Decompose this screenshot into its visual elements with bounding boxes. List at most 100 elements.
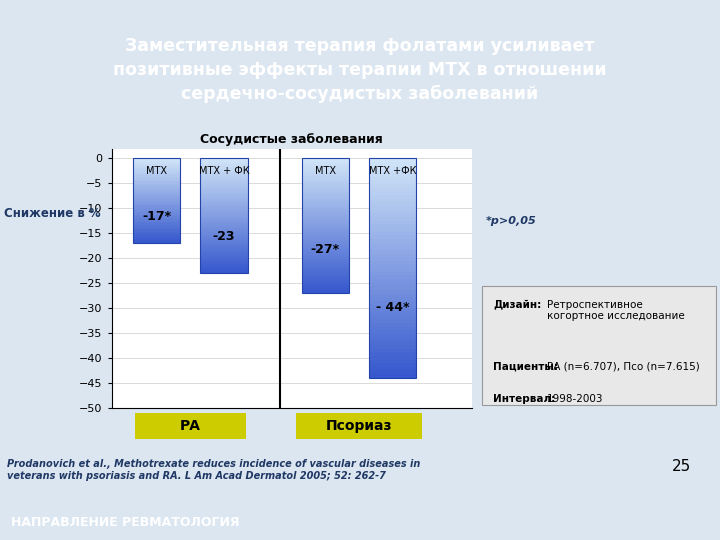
Bar: [369, 370, 416, 374]
Bar: [369, 188, 416, 191]
Bar: [369, 199, 416, 202]
Bar: [200, 197, 248, 199]
Bar: [200, 191, 248, 193]
Bar: [302, 244, 349, 246]
Bar: [302, 163, 349, 165]
Bar: [369, 348, 416, 352]
Bar: [302, 275, 349, 278]
Bar: [369, 330, 416, 334]
Text: - 44*: - 44*: [376, 301, 410, 314]
Bar: [133, 219, 180, 221]
Text: МТХ +ФК: МТХ +ФК: [369, 166, 417, 176]
Text: МТХ + ФК: МТХ + ФК: [199, 166, 249, 176]
Bar: [200, 235, 248, 237]
Text: Дизайн:: Дизайн:: [493, 300, 541, 310]
Bar: [200, 210, 248, 212]
Bar: [369, 206, 416, 210]
Text: -23: -23: [213, 230, 235, 243]
Bar: [133, 225, 180, 226]
Bar: [302, 282, 349, 284]
Bar: [302, 278, 349, 280]
Bar: [369, 308, 416, 312]
Bar: [302, 291, 349, 293]
Bar: [369, 272, 416, 275]
Bar: [369, 334, 416, 338]
Bar: [369, 261, 416, 265]
Bar: [133, 211, 180, 212]
Bar: [133, 232, 180, 233]
Bar: [369, 232, 416, 235]
Bar: [369, 305, 416, 308]
Bar: [200, 221, 248, 224]
Bar: [133, 242, 180, 243]
Bar: [302, 177, 349, 179]
Bar: [133, 164, 180, 166]
Bar: [302, 288, 349, 291]
Bar: [133, 235, 180, 236]
Bar: [369, 319, 416, 323]
Text: Ретроспективное
когортное исследование: Ретроспективное когортное исследование: [547, 300, 685, 321]
Bar: [200, 178, 248, 179]
Bar: [133, 217, 180, 218]
Bar: [302, 192, 349, 194]
Bar: [200, 212, 248, 214]
Bar: [200, 252, 248, 254]
Bar: [200, 206, 248, 208]
Bar: [369, 158, 416, 162]
Bar: [200, 195, 248, 197]
Bar: [302, 255, 349, 257]
Bar: [302, 237, 349, 239]
Bar: [133, 224, 180, 225]
Bar: [200, 231, 248, 233]
Bar: [369, 213, 416, 217]
Bar: [133, 236, 180, 238]
Bar: [133, 233, 180, 235]
Bar: [200, 183, 248, 185]
Bar: [369, 363, 416, 367]
Bar: [200, 163, 248, 164]
Bar: [369, 290, 416, 294]
Bar: [133, 206, 180, 208]
Bar: [302, 253, 349, 255]
Bar: [369, 352, 416, 356]
Bar: [369, 374, 416, 378]
Bar: [200, 262, 248, 264]
Bar: [200, 250, 248, 252]
Bar: [133, 199, 180, 201]
Bar: [133, 213, 180, 215]
Bar: [200, 239, 248, 241]
Bar: [133, 197, 180, 198]
Bar: [133, 187, 180, 188]
Bar: [302, 161, 349, 163]
Text: 25: 25: [672, 459, 691, 474]
Bar: [302, 241, 349, 244]
Bar: [133, 229, 180, 231]
Bar: [302, 199, 349, 201]
Bar: [133, 191, 180, 192]
Bar: [369, 360, 416, 363]
Text: Снижение в %: Снижение в %: [4, 207, 100, 220]
Bar: [369, 217, 416, 221]
Bar: [200, 187, 248, 189]
Bar: [200, 260, 248, 262]
Bar: [302, 248, 349, 251]
Bar: [200, 254, 248, 256]
Bar: [302, 257, 349, 259]
Bar: [369, 275, 416, 279]
Bar: [133, 228, 180, 229]
Bar: [200, 158, 248, 160]
Bar: [133, 166, 180, 167]
Text: Пациенты:: Пациенты:: [493, 362, 558, 372]
Bar: [200, 170, 248, 172]
Text: МТХ: МТХ: [315, 166, 336, 176]
Bar: [133, 198, 180, 199]
Bar: [302, 259, 349, 262]
Bar: [133, 185, 180, 187]
Bar: [302, 268, 349, 271]
Bar: [302, 194, 349, 197]
Bar: [302, 208, 349, 210]
Bar: [369, 250, 416, 253]
Bar: [133, 202, 180, 204]
Bar: [302, 251, 349, 253]
Bar: [302, 187, 349, 190]
